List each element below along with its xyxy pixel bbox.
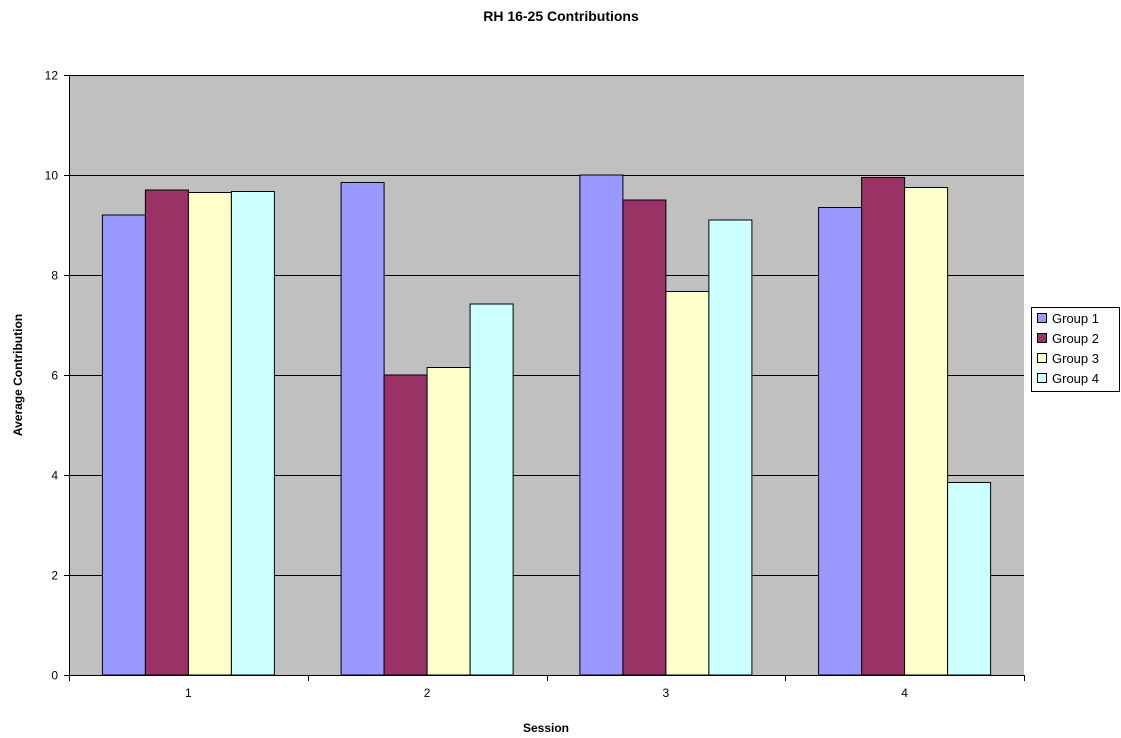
- legend-swatch-1: [1037, 313, 1047, 323]
- bar-1-3: [579, 174, 624, 676]
- legend: Group 1 Group 2 Group 3 Group 4: [1031, 307, 1120, 392]
- bar-1-1: [101, 214, 146, 676]
- x-tick-label: 3: [663, 686, 670, 700]
- y-tick-label: 6: [51, 369, 58, 383]
- bar-4-4: [947, 482, 992, 676]
- bar-2-4: [861, 177, 906, 676]
- x-tick-label: 1: [185, 686, 192, 700]
- legend-swatch-3: [1037, 353, 1047, 363]
- y-tick-label: 4: [51, 469, 58, 483]
- bar-2-3: [622, 199, 667, 676]
- legend-swatch-4: [1037, 373, 1047, 383]
- y-tick-label: 2: [51, 569, 58, 583]
- bar-4-2: [469, 303, 514, 676]
- y-tick-label: 12: [45, 69, 59, 83]
- y-tick-label: 8: [51, 269, 58, 283]
- y-tick-label: 10: [45, 169, 59, 183]
- legend-label-1: Group 1: [1052, 311, 1099, 326]
- legend-swatch-2: [1037, 333, 1047, 343]
- bar-4-1: [230, 191, 275, 676]
- bar-3-4: [904, 187, 949, 676]
- bar-3-2: [426, 367, 471, 676]
- x-axis-label: Session: [523, 721, 569, 735]
- x-tick-label: 2: [424, 686, 431, 700]
- legend-label-4: Group 4: [1052, 371, 1099, 386]
- bar-1-4: [818, 207, 863, 676]
- bar-4-3: [708, 219, 753, 676]
- bar-1-2: [340, 182, 385, 676]
- y-tick-label: 0: [51, 669, 58, 683]
- bar-2-1: [144, 189, 189, 676]
- legend-label-3: Group 3: [1052, 351, 1099, 366]
- bar-3-3: [665, 291, 710, 676]
- x-tick-label: 4: [901, 686, 908, 700]
- y-axis-label: Average Contribution: [11, 314, 25, 436]
- legend-label-2: Group 2: [1052, 331, 1099, 346]
- bar-2-2: [383, 374, 428, 676]
- bar-3-1: [187, 192, 232, 676]
- chart-title: RH 16-25 Contributions: [483, 8, 639, 24]
